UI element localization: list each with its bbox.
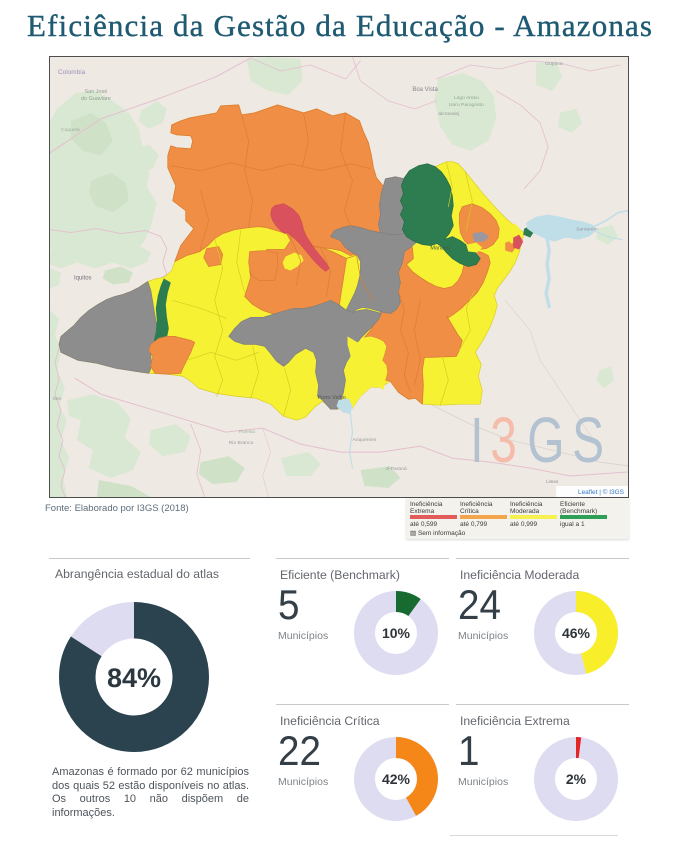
svg-text:alcrowdej: alcrowdej: [438, 111, 459, 117]
svg-text:Iber: Iber: [53, 396, 62, 402]
svg-text:Ariquemes: Ariquemes: [352, 437, 376, 443]
svg-text:San José: San José: [85, 89, 108, 95]
svg-text:Colombia: Colombia: [58, 69, 86, 76]
svg-text:I: I: [470, 404, 483, 475]
svg-text:Guyana: Guyana: [545, 61, 563, 67]
svg-text:Caquetá: Caquetá: [61, 127, 80, 133]
svg-text:Santarém: Santarém: [576, 227, 598, 233]
svg-text:Floresta: Floresta: [239, 429, 256, 434]
svg-text:42%: 42%: [382, 771, 411, 787]
svg-text:Rio Branco: Rio Branco: [229, 440, 254, 446]
svg-text:S: S: [572, 404, 604, 475]
svg-text:Ji-Paraná: Ji-Paraná: [385, 466, 407, 472]
svg-text:3: 3: [490, 404, 517, 475]
svg-text:Leaflet | © I3GS: Leaflet | © I3GS: [578, 488, 625, 496]
svg-text:Boa Vista: Boa Vista: [412, 87, 438, 93]
svg-text:G: G: [527, 404, 564, 475]
svg-text:Porto Velho: Porto Velho: [318, 395, 346, 401]
svg-text:2%: 2%: [566, 771, 587, 787]
svg-text:Uaru Parugosto: Uaru Parugosto: [449, 102, 484, 108]
svg-text:46%: 46%: [562, 625, 591, 641]
svg-text:do Guaviare: do Guaviare: [81, 96, 111, 102]
svg-text:Iquitos: Iquitos: [74, 275, 92, 281]
svg-text:Manaus: Manaus: [430, 246, 450, 252]
svg-text:10%: 10%: [382, 625, 411, 641]
svg-text:84%: 84%: [107, 663, 161, 693]
svg-text:Lago Amku: Lago Amku: [454, 95, 479, 101]
svg-text:Limes: Limes: [546, 479, 559, 484]
